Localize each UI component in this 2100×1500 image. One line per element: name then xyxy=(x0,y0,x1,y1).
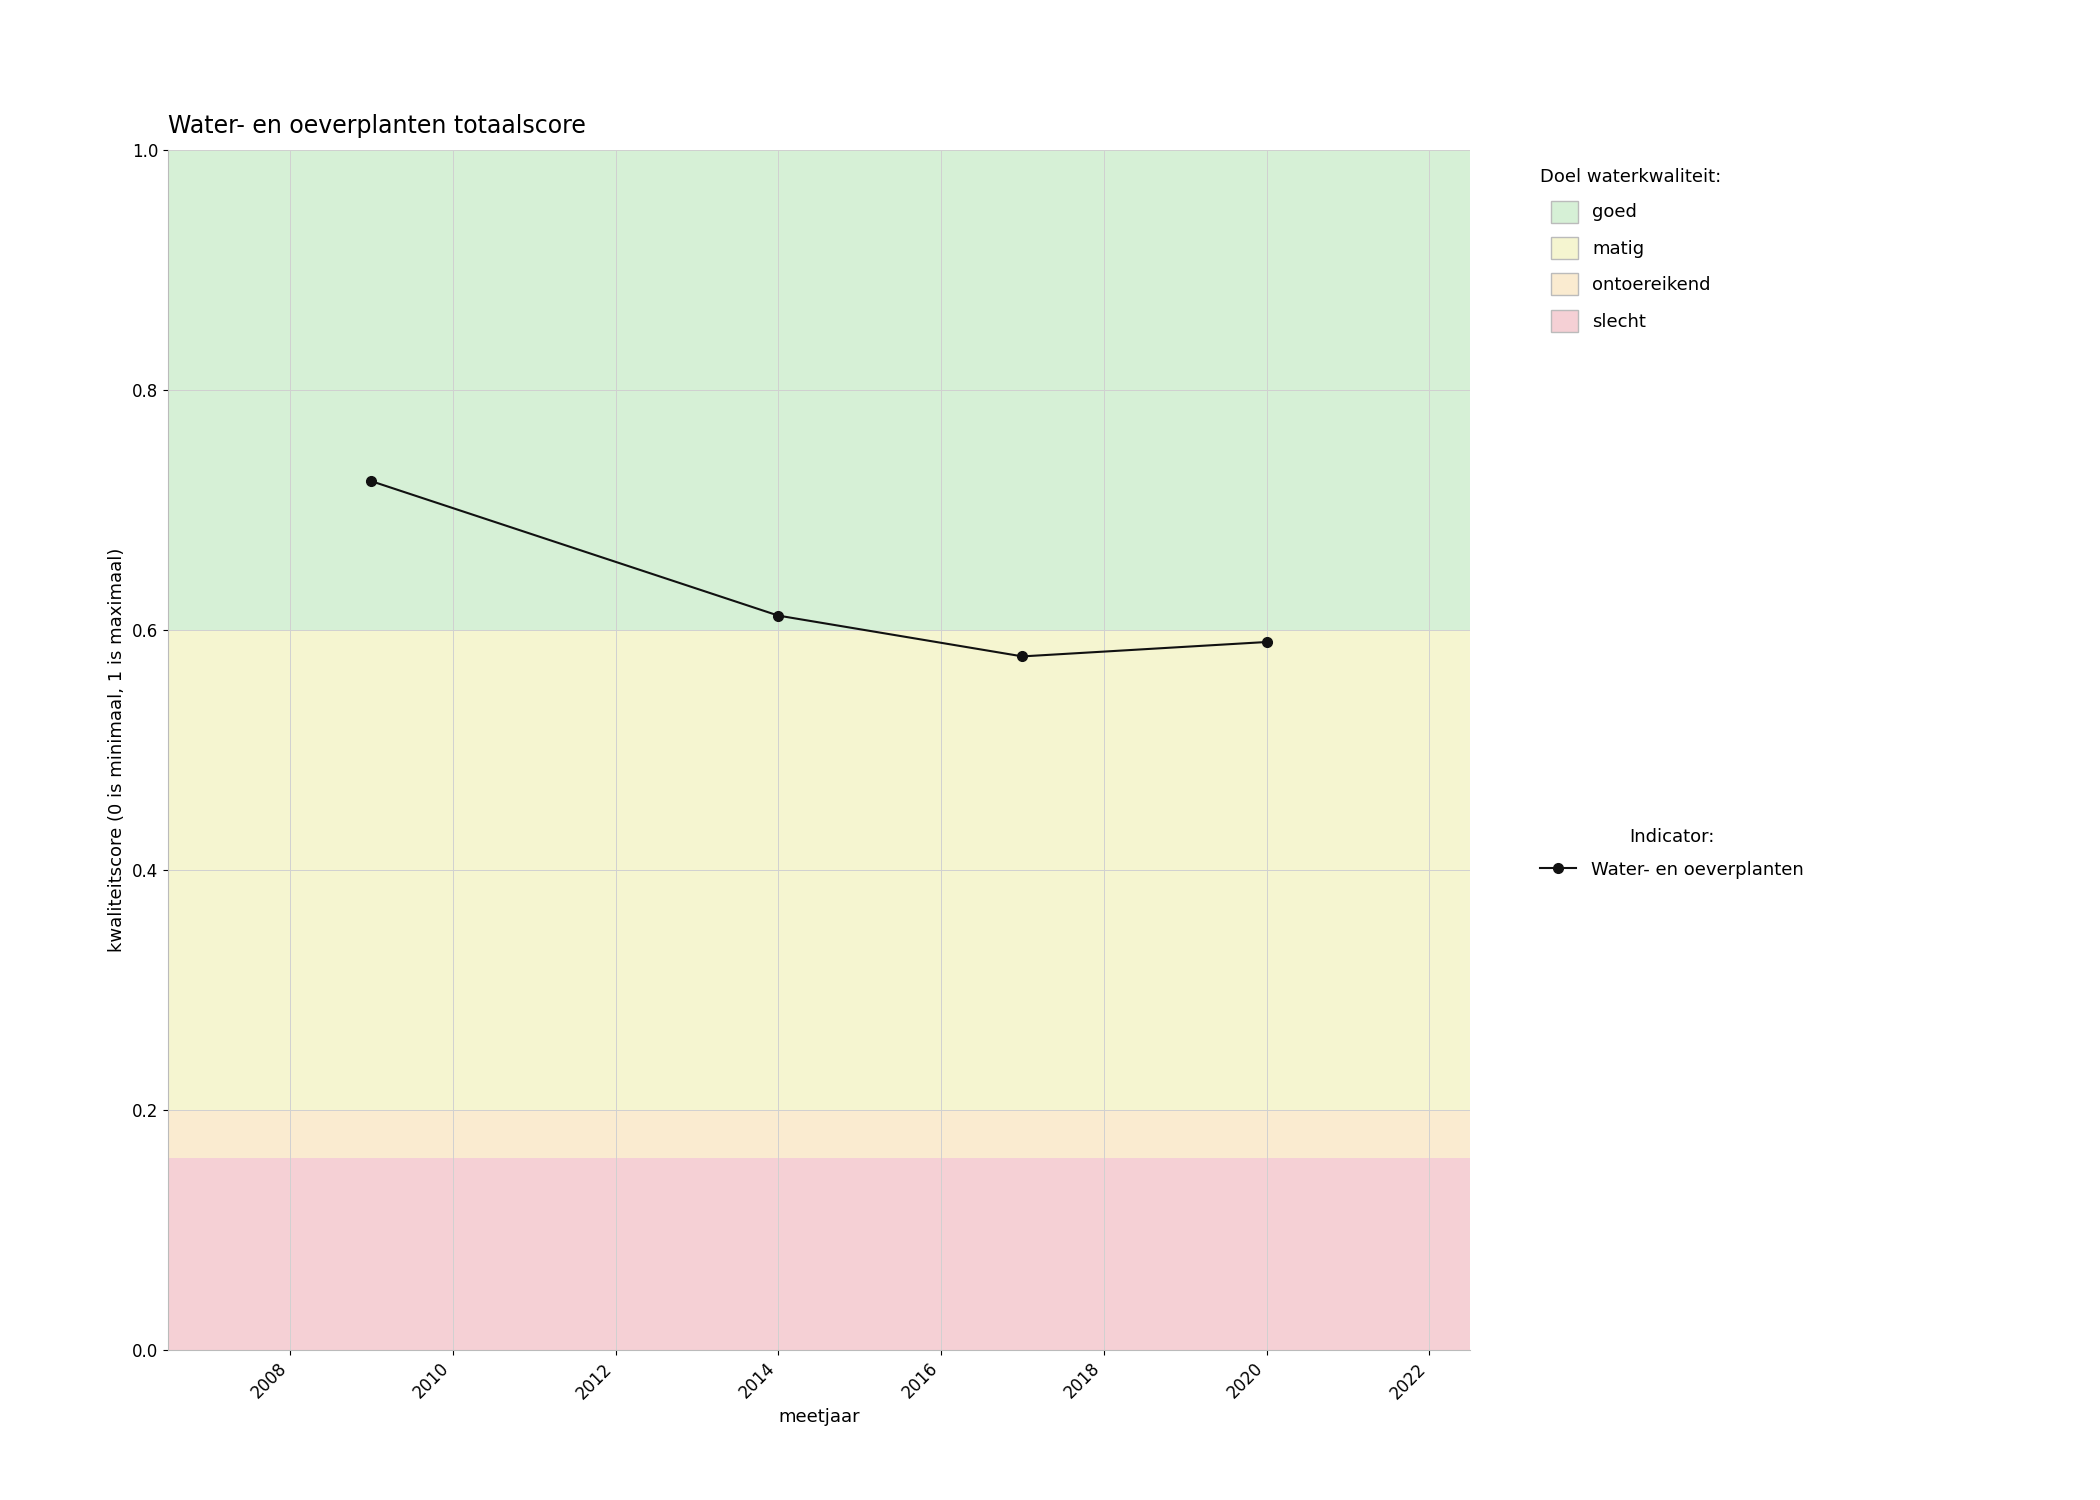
Legend: Water- en oeverplanten: Water- en oeverplanten xyxy=(1531,819,1812,888)
Bar xyxy=(168,150,1470,630)
Bar xyxy=(168,1158,1470,1350)
Bar xyxy=(168,630,1470,1110)
Bar xyxy=(168,1110,1470,1158)
Text: Water- en oeverplanten totaalscore: Water- en oeverplanten totaalscore xyxy=(168,114,586,138)
X-axis label: meetjaar: meetjaar xyxy=(779,1408,859,1426)
Y-axis label: kwaliteitscore (0 is minimaal, 1 is maximaal): kwaliteitscore (0 is minimaal, 1 is maxi… xyxy=(109,548,126,952)
